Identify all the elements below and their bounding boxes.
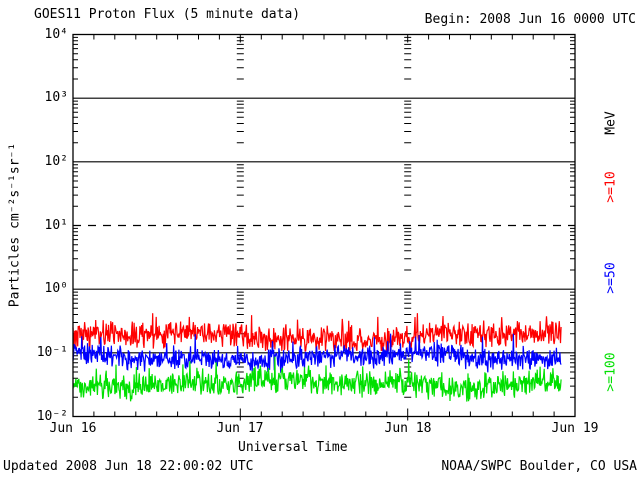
y-tick-label: 10⁻¹ [36, 345, 68, 360]
y-tick-label: 10¹ [44, 218, 68, 233]
begin-time-label: Begin: 2008 Jun 16 0000 UTC [424, 12, 636, 27]
y-tick-label: 10⁰ [44, 281, 68, 296]
flux-trace-50 [72, 333, 562, 374]
x-tick-label: Jun 18 [384, 421, 432, 436]
y-tick-label: 10³ [44, 90, 68, 105]
legend-item-10: >=10 [603, 171, 619, 203]
flux-trace-100 [72, 356, 562, 402]
x-tick-label: Jun 16 [49, 421, 97, 436]
legend-item-100: >=100 [603, 352, 619, 392]
y-tick-label: 10⁻² [36, 409, 68, 424]
noaa-credit: NOAA/SWPC Boulder, CO USA [441, 459, 637, 474]
x-tick-label: Jun 17 [216, 421, 264, 436]
legend-item-50: >=50 [603, 262, 619, 294]
y-tick-label: 10⁴ [44, 27, 68, 42]
chart-title: GOES11 Proton Flux (5 minute data) [34, 7, 301, 22]
legend-unit-mev: MeV [603, 111, 619, 135]
flux-trace-10 [72, 313, 562, 352]
updated-timestamp: Updated 2008 Jun 18 22:00:02 UTC [3, 459, 254, 474]
x-tick-label: Jun 19 [551, 421, 599, 436]
y-axis-title: Particles cm⁻²s⁻¹sr⁻¹ [7, 142, 23, 308]
y-tick-label: 10² [44, 154, 68, 169]
x-axis-title: Universal Time [238, 440, 348, 455]
